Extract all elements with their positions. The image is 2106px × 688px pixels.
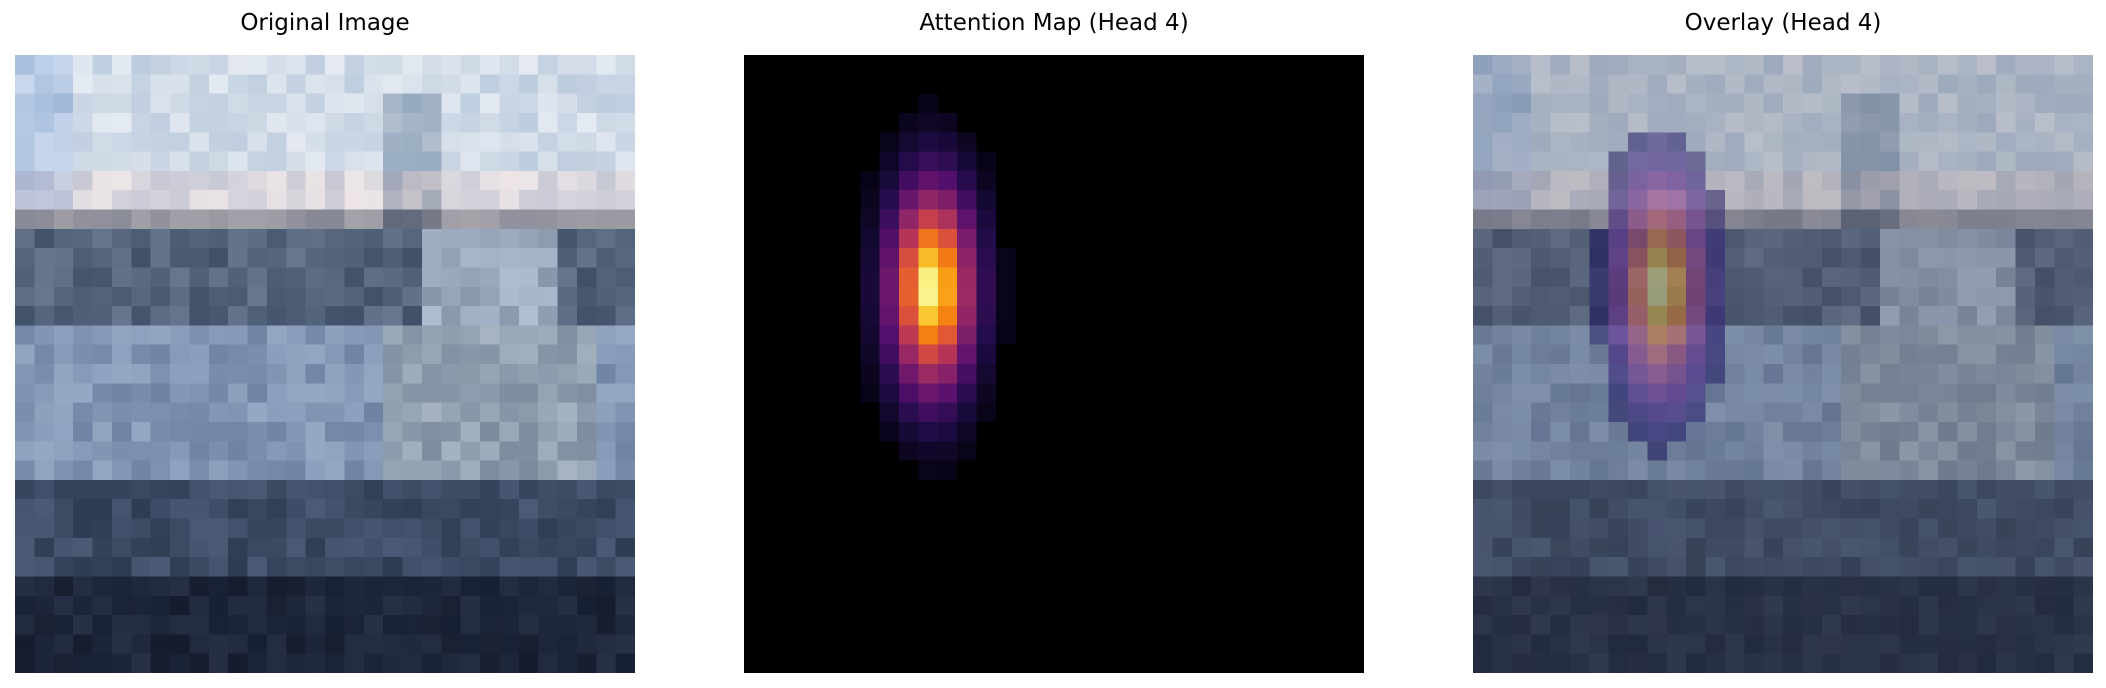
panel-title-overlay: Overlay (Head 4) (1684, 10, 1882, 36)
panel-title-attention: Attention Map (Head 4) (919, 10, 1189, 36)
overlay-image (1473, 55, 2093, 673)
panel-title-original: Original Image (240, 10, 410, 36)
panel-original: Original Image (15, 0, 635, 688)
panel-overlay: Overlay (Head 4) (1473, 0, 2093, 688)
panel-attention: Attention Map (Head 4) (744, 0, 1364, 688)
original-image (15, 55, 635, 673)
attention-map-image (744, 55, 1364, 673)
